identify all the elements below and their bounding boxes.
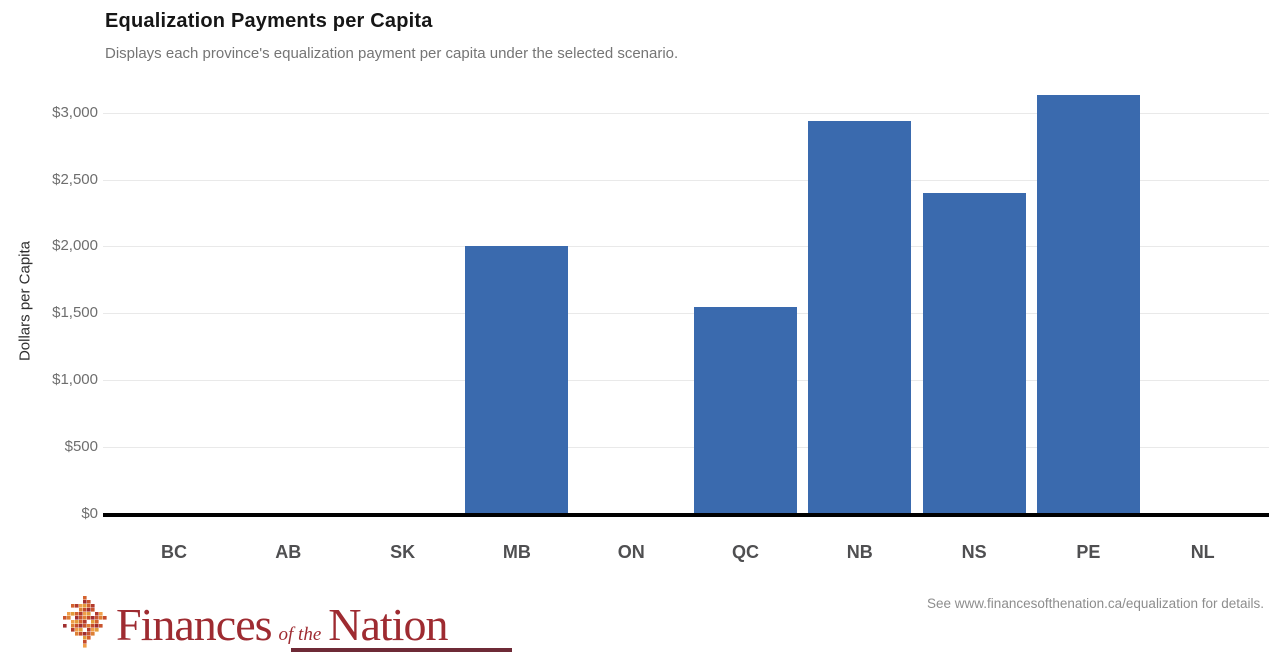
x-tick-label-MB: MB	[502, 542, 531, 562]
bar-QC[interactable]	[694, 306, 797, 514]
logo-word-finances: Finances	[116, 599, 273, 650]
x-tick-label-BC: BC	[161, 542, 187, 562]
logo-wordmark: Finances of the Nation	[116, 599, 448, 650]
y-tick-label: $2,500	[52, 170, 98, 188]
x-tick-label-SK: SK	[390, 542, 416, 562]
chart-subtitle: Displays each province's equalization pa…	[105, 45, 679, 62]
y-tick-label: $1,000	[52, 371, 98, 389]
x-tick-label-QC: QC	[732, 542, 759, 562]
gridline-500	[103, 447, 1269, 449]
chart-title: Equalization Payments per Capita	[105, 10, 433, 32]
gridline-3000	[103, 112, 1269, 114]
bar-MB[interactable]	[465, 246, 569, 514]
x-axis-line	[103, 513, 1269, 517]
x-tick-label-NB: NB	[846, 542, 873, 562]
gridline-1000	[103, 380, 1269, 382]
y-tick-label: $1,500	[52, 304, 98, 322]
x-tick-label-ON: ON	[617, 542, 645, 562]
footer-note: See www.financesofthenation.ca/equalizat…	[927, 596, 1264, 611]
y-axis-title: Dollars per Capita	[16, 240, 34, 362]
gridline-1500	[103, 313, 1269, 315]
finances-of-the-nation-logo: Finances of the Nation	[63, 592, 448, 650]
x-tick-label-NS: NS	[961, 542, 987, 562]
maple-leaf-icon	[63, 596, 107, 648]
x-tick-label-NL: NL	[1190, 542, 1215, 562]
y-tick-label: $0	[81, 505, 98, 522]
gridline-2000	[103, 246, 1269, 248]
x-tick-label-PE: PE	[1076, 542, 1101, 562]
y-tick-label: $500	[64, 438, 98, 456]
bar-PE[interactable]	[1036, 95, 1140, 514]
bar-NB[interactable]	[808, 120, 912, 514]
gridline-2500	[103, 179, 1269, 181]
logo-word-nation: Nation	[328, 599, 448, 650]
y-tick-label: $2,000	[52, 237, 98, 255]
partial-bottom-element	[291, 648, 512, 652]
bar-NS[interactable]	[922, 192, 1026, 514]
y-tick-label: $3,000	[52, 103, 98, 121]
x-tick-label-AB: AB	[275, 542, 302, 562]
logo-word-of-the: of the	[278, 624, 322, 645]
